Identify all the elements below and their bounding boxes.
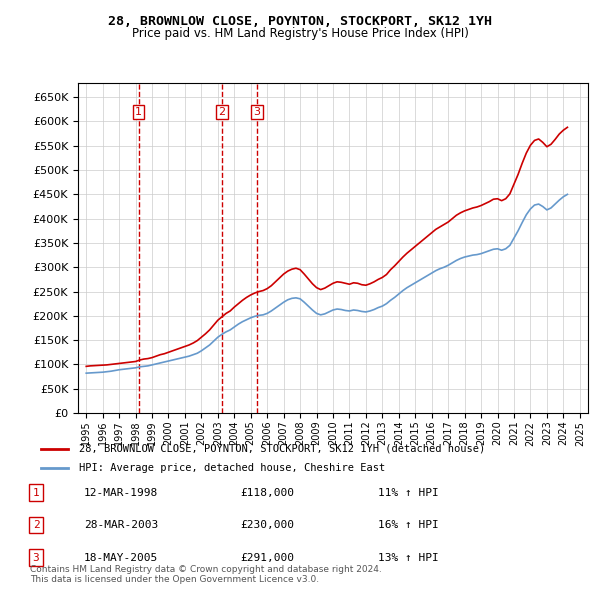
Text: Price paid vs. HM Land Registry's House Price Index (HPI): Price paid vs. HM Land Registry's House … bbox=[131, 27, 469, 40]
Text: £291,000: £291,000 bbox=[240, 553, 294, 562]
Text: 1: 1 bbox=[32, 488, 40, 497]
Text: 28-MAR-2003: 28-MAR-2003 bbox=[84, 520, 158, 530]
Text: 28, BROWNLOW CLOSE, POYNTON, STOCKPORT, SK12 1YH (detached house): 28, BROWNLOW CLOSE, POYNTON, STOCKPORT, … bbox=[79, 444, 485, 454]
Text: 2: 2 bbox=[218, 107, 226, 117]
Text: 12-MAR-1998: 12-MAR-1998 bbox=[84, 488, 158, 497]
Text: 13% ↑ HPI: 13% ↑ HPI bbox=[378, 553, 439, 562]
Text: 3: 3 bbox=[32, 553, 40, 562]
Text: 3: 3 bbox=[253, 107, 260, 117]
Text: 28, BROWNLOW CLOSE, POYNTON, STOCKPORT, SK12 1YH: 28, BROWNLOW CLOSE, POYNTON, STOCKPORT, … bbox=[108, 15, 492, 28]
Text: Contains HM Land Registry data © Crown copyright and database right 2024.
This d: Contains HM Land Registry data © Crown c… bbox=[30, 565, 382, 584]
Text: 16% ↑ HPI: 16% ↑ HPI bbox=[378, 520, 439, 530]
Text: £118,000: £118,000 bbox=[240, 488, 294, 497]
Text: £230,000: £230,000 bbox=[240, 520, 294, 530]
Text: 2: 2 bbox=[32, 520, 40, 530]
Text: 11% ↑ HPI: 11% ↑ HPI bbox=[378, 488, 439, 497]
Text: HPI: Average price, detached house, Cheshire East: HPI: Average price, detached house, Ches… bbox=[79, 464, 385, 473]
Text: 1: 1 bbox=[135, 107, 142, 117]
Text: 18-MAY-2005: 18-MAY-2005 bbox=[84, 553, 158, 562]
